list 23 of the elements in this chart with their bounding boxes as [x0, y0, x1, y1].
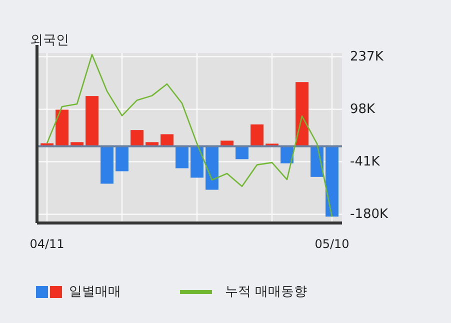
bar	[296, 82, 308, 146]
y-tick-label: 98K	[350, 102, 376, 117]
bar	[250, 124, 264, 146]
x-tick-label: 05/10	[314, 237, 350, 251]
line-series	[46, 54, 333, 218]
bar	[56, 110, 68, 146]
bar	[100, 146, 114, 184]
bar	[130, 130, 144, 146]
bar	[190, 146, 204, 178]
legend-label: 일별매매	[69, 284, 121, 300]
bar	[160, 134, 174, 146]
bar	[206, 146, 218, 190]
x-tick-label: 04/11	[30, 237, 64, 251]
bar	[116, 146, 128, 172]
y-tick-label: -180K	[350, 206, 389, 222]
bar	[86, 96, 98, 146]
y-tick-label: -41K	[350, 154, 380, 170]
bar	[236, 146, 248, 160]
y-tick-label: 237K	[350, 49, 384, 64]
legend-label: 누적 매매동향	[225, 284, 308, 300]
bar	[326, 146, 338, 217]
bar	[176, 146, 188, 168]
chart-title: 외국인	[30, 33, 69, 48]
